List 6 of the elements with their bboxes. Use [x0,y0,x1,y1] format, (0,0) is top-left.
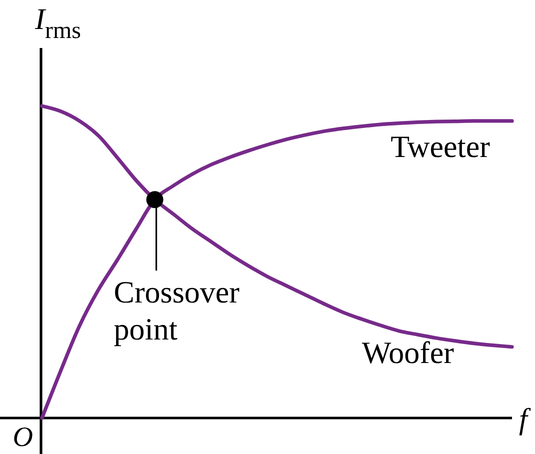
series-label: Woofer [362,334,455,370]
annotation: Crossover point [114,274,240,347]
y-axis-title: I$_{rms}$ [34,3,81,44]
text: O [12,422,33,453]
series-label: Tweeter [390,128,491,164]
x-axis-title: f [519,403,531,436]
